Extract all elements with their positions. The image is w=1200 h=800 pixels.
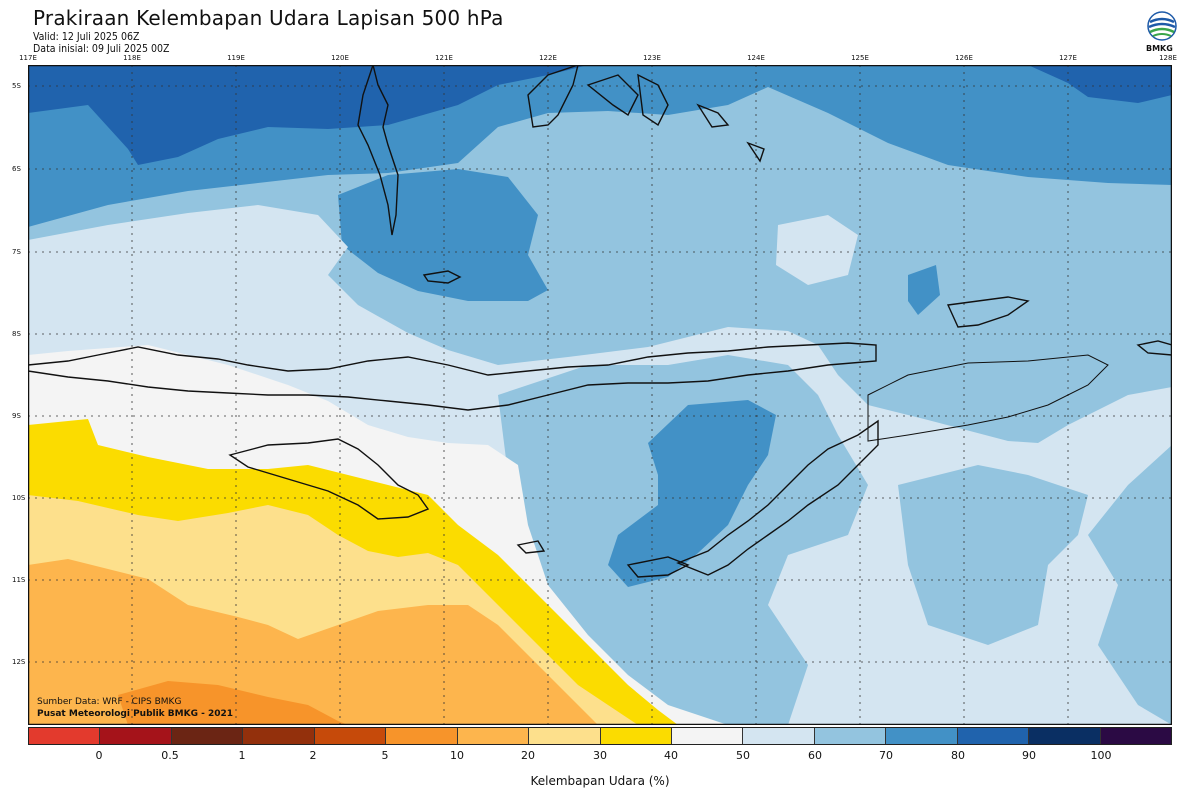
humidity-field-80-flores (338, 169, 548, 301)
colorbar-tick: 100 (1090, 749, 1112, 762)
lat-label: 8S (12, 330, 21, 338)
colorbar-tick: 5 (381, 749, 389, 762)
humidity-field-10 (118, 681, 348, 725)
colorbar-swatch (743, 728, 815, 744)
colorbar-tick: 1 (238, 749, 246, 762)
colorbar (28, 727, 1172, 745)
humidity-field-80-timorlaut (908, 265, 940, 315)
lon-label: 128E (1159, 54, 1177, 62)
lat-label: 6S (12, 165, 21, 173)
colorbar-swatch (957, 728, 1030, 744)
colorbar-swatch (386, 728, 458, 744)
init-time: Data inisial: 09 Juli 2025 00Z (33, 43, 170, 55)
valid-time: Valid: 12 Juli 2025 06Z (33, 31, 140, 43)
source-credit: Sumber Data: WRF - CIPS BMKG (37, 697, 182, 707)
lon-label: 119E (227, 54, 245, 62)
lon-label: 117E (19, 54, 37, 62)
humidity-field-80-timor (608, 400, 776, 587)
colorbar-tick: 50 (736, 749, 750, 762)
lat-label: 10S (12, 494, 26, 502)
colorbar-swatch (671, 728, 744, 744)
colorbar-tick: 10 (450, 749, 464, 762)
colorbar-tick: 60 (808, 749, 822, 762)
logo-text: BMKG (1146, 44, 1173, 53)
colorbar-tick: 70 (879, 749, 893, 762)
colorbar-swatch (529, 728, 601, 744)
colorbar-swatch (1029, 728, 1101, 744)
lon-label: 127E (1059, 54, 1077, 62)
humidity-field-70-east (898, 465, 1088, 645)
lon-label: 122E (539, 54, 557, 62)
lon-label: 125E (851, 54, 869, 62)
center-credit: Pusat Meteorologi Publik BMKG - 2021 (37, 709, 234, 719)
colorbar-swatch (29, 728, 101, 744)
colorbar-swatch (100, 728, 172, 744)
colorbar-swatch (814, 728, 887, 744)
colorbar-tick: 80 (951, 749, 965, 762)
humidity-field-90-northeast (1028, 65, 1172, 103)
colorbar-label: Kelembapan Udara (%) (530, 774, 670, 788)
lon-label: 124E (747, 54, 765, 62)
lon-label: 126E (955, 54, 973, 62)
lat-label: 7S (12, 248, 21, 256)
lat-label: 9S (12, 412, 21, 420)
colorbar-swatch (171, 728, 244, 744)
map-title: Prakiraan Kelembapan Udara Lapisan 500 h… (33, 6, 504, 30)
map-frame (28, 65, 1172, 725)
colorbar-tick: 2 (309, 749, 317, 762)
lon-label: 118E (123, 54, 141, 62)
lat-label: 5S (12, 82, 21, 90)
lat-label: 11S (12, 576, 26, 584)
humidity-field-90-north (28, 65, 588, 165)
colorbar-swatch (243, 728, 315, 744)
colorbar-swatch (1100, 728, 1171, 744)
lat-label: 12S (12, 658, 26, 666)
lon-label: 121E (435, 54, 453, 62)
colorbar-tick: 90 (1022, 749, 1036, 762)
coastlines (28, 65, 1172, 578)
colorbar-swatch (314, 728, 387, 744)
lon-label: 120E (331, 54, 349, 62)
colorbar-swatch (600, 728, 672, 744)
lon-label: 123E (643, 54, 661, 62)
colorbar-tick: 30 (593, 749, 607, 762)
humidity-field-60-east (776, 215, 858, 285)
colorbar-swatch (457, 728, 530, 744)
humidity-map[interactable] (28, 65, 1172, 725)
bmkg-logo-icon (1147, 11, 1177, 41)
colorbar-tick: 0 (95, 749, 103, 762)
colorbar-tick: 40 (664, 749, 678, 762)
colorbar-tick: 0.5 (161, 749, 179, 762)
colorbar-tick: 20 (521, 749, 535, 762)
colorbar-swatch (886, 728, 958, 744)
